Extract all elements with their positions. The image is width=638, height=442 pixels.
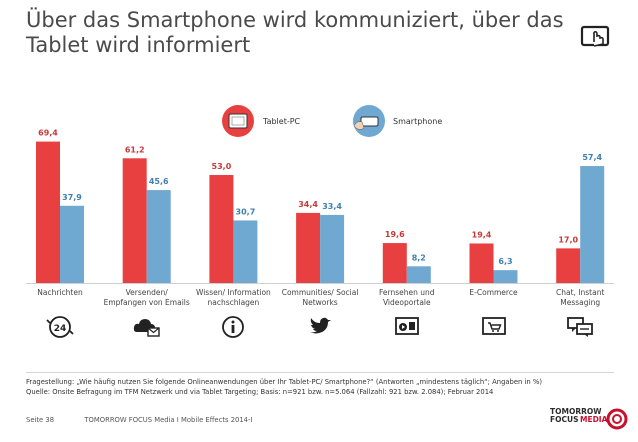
footer-notes: Fragestellung: „Wie häufig nutzen Sie fo… (26, 377, 610, 401)
footer-source: Quelle: Onsite Befragung im TFM Netzwerk… (26, 388, 494, 396)
footer-divider (26, 372, 614, 373)
category-label-5: Fernsehen und Videoportale (379, 288, 435, 307)
video-play-icon (393, 314, 421, 344)
bar-tablet-6 (469, 243, 494, 283)
data-label-smartphone-2: 45,6 (149, 177, 169, 186)
tablet-touch-icon (580, 25, 610, 47)
report-name: TOMORROW FOCUS Media I Mobile Effects 20… (84, 416, 253, 424)
info-icon (219, 314, 247, 344)
page-title-line-1: Über das Smartphone wird kommuniziert, ü… (26, 8, 564, 32)
page-title: Über das Smartphone wird kommuniziert, ü… (26, 8, 566, 58)
data-label-smartphone-6: 6,3 (498, 257, 512, 266)
legend: Tablet-PC Smartphone (222, 105, 442, 137)
data-label-tablet-7: 17,0 (558, 235, 578, 244)
data-label-tablet-1: 69,4 (38, 129, 58, 138)
category-label-7: Chat, Instant Messaging (555, 288, 605, 307)
bar-tablet-2 (122, 158, 147, 283)
ecommerce-cart-icon (480, 314, 508, 344)
svg-text:24: 24 (54, 324, 67, 334)
data-label-tablet-6: 19,4 (472, 230, 492, 239)
data-label-tablet-3: 53,0 (212, 162, 232, 171)
bar-chart: Tablet-PC Smartphone 69,4 37,9 61,2 45,6 53,0 3… (26, 105, 614, 284)
category-label-4: Communities/ Social Networks (281, 288, 359, 307)
data-label-tablet-4: 34,4 (298, 200, 318, 209)
legend-smartphone-icon (353, 105, 385, 137)
category-label-3: Wissen/ Information nachschlagen (195, 288, 271, 307)
bar-smartphone-6 (493, 270, 518, 283)
category-label-1: Nachrichten (37, 288, 83, 297)
page-title-line-2: Tablet wird informiert (26, 33, 251, 57)
tomorrow-focus-media-logo: TOMORROW FOCUS MEDIA (550, 406, 628, 434)
bar-tablet-3 (209, 175, 234, 283)
bar-smartphone-3 (233, 220, 258, 283)
data-label-smartphone-1: 37,9 (62, 193, 82, 202)
bar-smartphone-2 (146, 190, 171, 283)
bar-tablet-5 (382, 243, 407, 283)
bar-smartphone-5 (406, 266, 431, 283)
data-label-smartphone-4: 33,4 (322, 202, 342, 211)
cloud-email-icon (133, 314, 161, 344)
legend-tablet-icon (222, 105, 254, 137)
data-label-smartphone-5: 8,2 (412, 253, 426, 262)
page-footer: Seite 38 TOMORROW FOCUS Media I Mobile E… (26, 416, 252, 424)
data-label-smartphone-3: 30,7 (236, 207, 256, 216)
bar-tablet-1 (36, 141, 60, 283)
bar-smartphone-4 (320, 214, 345, 283)
bar-smartphone-7 (580, 166, 605, 283)
page-number: Seite 38 (26, 416, 55, 424)
bar-tablet-4 (296, 212, 321, 283)
bar-smartphone-1 (60, 205, 84, 283)
category-label-2: Versenden/Empfangen von Emails (103, 288, 190, 307)
logo-swirl-icon (606, 408, 628, 430)
legend-tablet-label: Tablet-PC (262, 117, 301, 126)
data-label-smartphone-7: 57,4 (582, 153, 602, 162)
news-24-icon: 24 (46, 314, 74, 344)
category-label-6: E-Commerce (469, 288, 518, 297)
footer-question: Fragestellung: „Wie häufig nutzen Sie fo… (26, 378, 542, 386)
bar-tablet-7 (556, 248, 581, 283)
legend-smartphone-label: Smartphone (393, 117, 442, 126)
chat-bubbles-icon (566, 314, 594, 344)
data-label-tablet-5: 19,6 (385, 230, 405, 239)
data-label-tablet-2: 61,2 (125, 145, 145, 154)
twitter-bird-icon (306, 314, 334, 344)
